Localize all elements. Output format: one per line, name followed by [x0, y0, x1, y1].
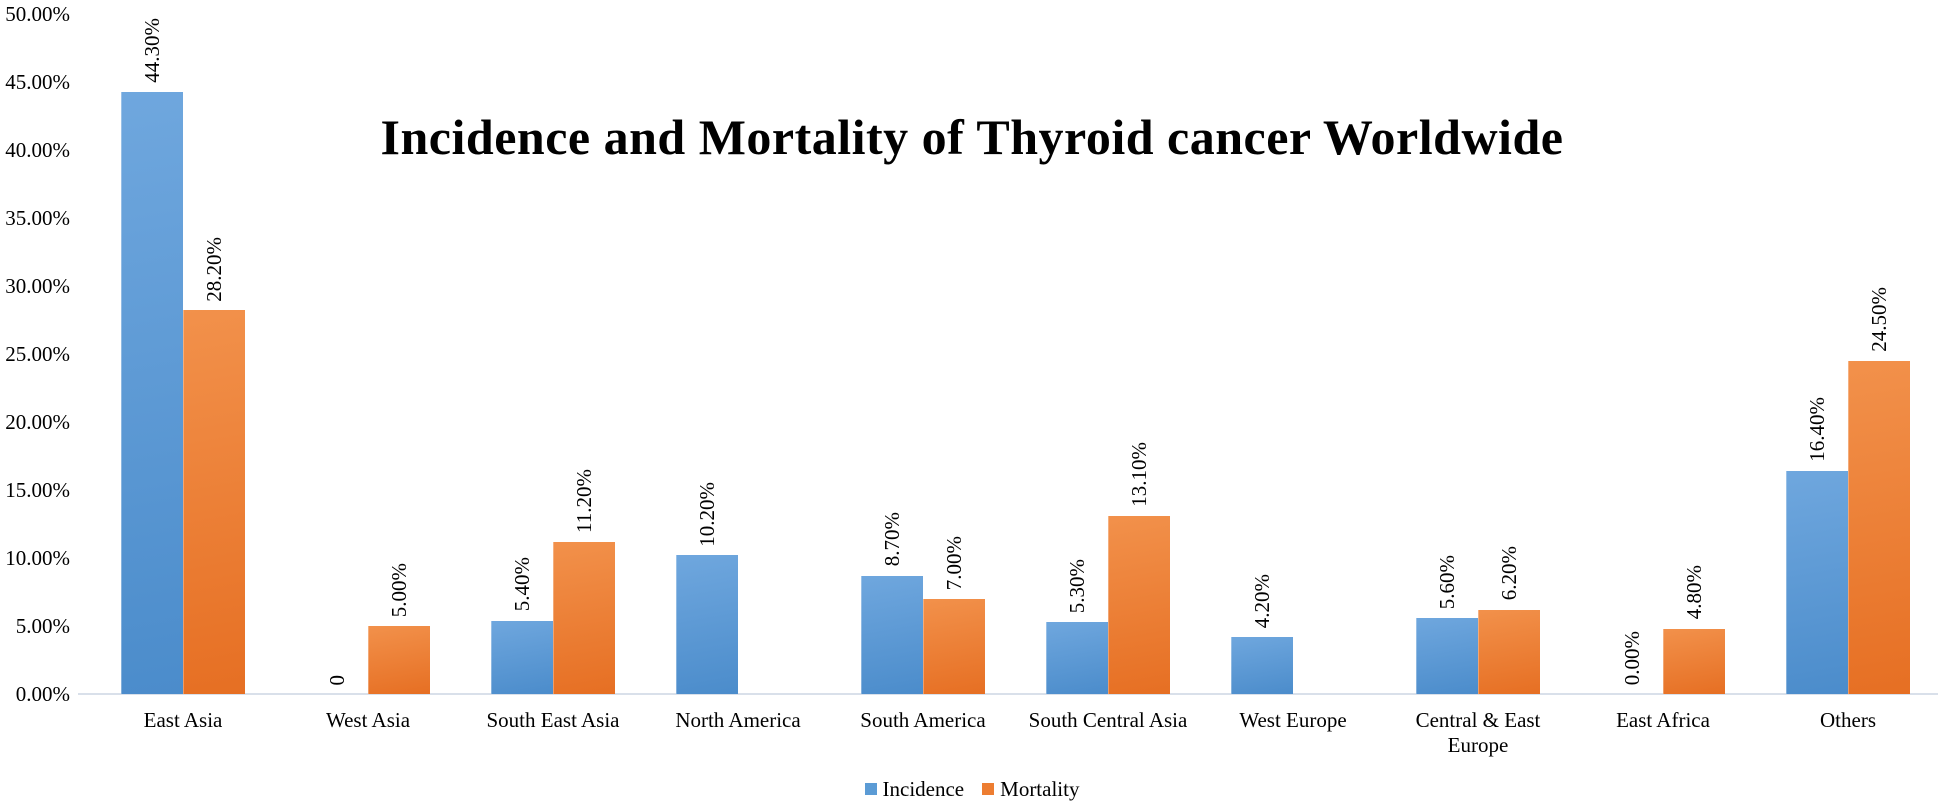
incidence-data-label: 0: [325, 674, 349, 686]
incidence-data-label: 8.70%: [880, 512, 904, 567]
incidence-data-label: 5.40%: [510, 557, 534, 612]
x-axis-category-label: East Asia: [143, 708, 223, 732]
mortality-data-label: 5.00%: [387, 562, 411, 617]
y-axis-tick-label: 5.00%: [15, 614, 70, 638]
incidence-bar: [121, 91, 183, 694]
x-axis-category-label: West Europe: [1239, 708, 1347, 732]
mortality-bar: [553, 541, 615, 694]
x-axis-category-label: South Central Asia: [1028, 708, 1188, 732]
y-axis-tick-label: 40.00%: [5, 138, 70, 162]
incidence-legend-swatch-icon: [864, 783, 877, 795]
y-axis-tick-label: 30.00%: [5, 274, 70, 298]
incidence-bar: [861, 575, 923, 694]
mortality-data-label: 11.20%: [572, 468, 596, 533]
incidence-data-label: 44.30%: [140, 17, 164, 83]
legend-label: Mortality: [1000, 777, 1080, 801]
mortality-data-label: 6.20%: [1497, 546, 1521, 601]
x-axis-category-label: South East Asia: [486, 708, 620, 732]
x-axis-category-label: Central & East Europe: [1415, 708, 1541, 757]
incidence-data-label: 4.20%: [1250, 573, 1274, 628]
mortality-data-label: 7.00%: [942, 535, 966, 590]
mortality-data-label: 28.20%: [202, 236, 226, 302]
x-axis-category-label: South America: [860, 708, 986, 732]
x-axis-line: [78, 693, 1938, 695]
y-axis-tick-label: 50.00%: [5, 2, 70, 26]
mortality-data-label: 24.50%: [1867, 287, 1891, 352]
incidence-data-label: 16.40%: [1805, 397, 1829, 462]
mortality-data-label: 4.80%: [1682, 565, 1706, 620]
y-axis-tick-label: 45.00%: [5, 70, 70, 94]
incidence-bar: [1416, 617, 1478, 694]
incidence-bar: [1786, 470, 1848, 694]
mortality-bar: [923, 598, 985, 694]
x-axis-category-label: West Asia: [325, 708, 411, 732]
x-axis-category-label: East Africa: [1616, 708, 1710, 732]
legend-label: Incidence: [882, 777, 965, 801]
incidence-bar: [1231, 636, 1293, 694]
legend-item-mortality: Mortality: [982, 778, 1079, 800]
y-axis-tick-label: 10.00%: [5, 546, 70, 570]
mortality-bar: [1848, 360, 1910, 694]
y-axis-tick-label: 0.00%: [15, 682, 70, 706]
mortality-bar: [1108, 515, 1170, 694]
mortality-bar: [1663, 628, 1725, 694]
y-axis-tick-label: 15.00%: [5, 478, 70, 502]
incidence-bar: [676, 555, 738, 694]
y-axis-tick-label: 35.00%: [5, 206, 70, 230]
chart-title: Incidence and Mortality of Thyroid cance…: [380, 109, 1564, 165]
mortality-data-label: 13.10%: [1127, 442, 1151, 507]
mortality-bar: [368, 626, 430, 694]
x-axis-category-label: North America: [675, 708, 801, 732]
incidence-bar: [491, 620, 553, 694]
incidence-data-label: 5.60%: [1435, 554, 1459, 609]
mortality-legend-swatch-icon: [982, 783, 995, 795]
mortality-bar: [183, 310, 245, 694]
legend-item-incidence: Incidence: [864, 777, 965, 801]
legend: Incidence Mortality: [0, 778, 1944, 800]
y-axis-tick-label: 25.00%: [5, 342, 70, 366]
incidence-data-label: 10.20%: [695, 481, 719, 547]
incidence-data-label: 5.30%: [1065, 558, 1089, 613]
mortality-bar: [1478, 609, 1540, 694]
incidence-bar: [1046, 621, 1108, 694]
x-axis-category-label: Others: [1820, 708, 1876, 732]
incidence-data-label: 0.00%: [1620, 630, 1644, 685]
y-axis-tick-label: 20.00%: [5, 410, 70, 434]
